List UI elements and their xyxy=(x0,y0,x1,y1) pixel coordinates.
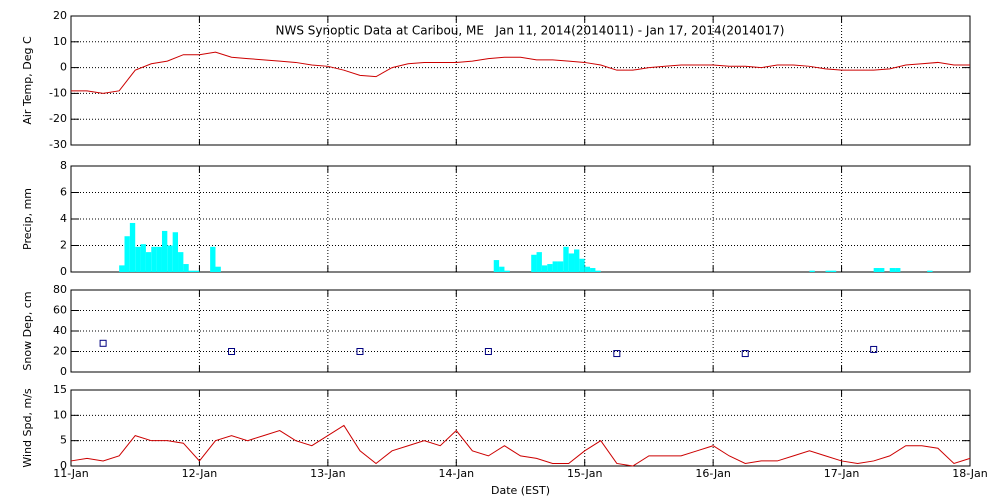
y-tick-label: 0 xyxy=(60,459,67,472)
bar xyxy=(830,270,837,272)
bar xyxy=(531,254,537,272)
point xyxy=(356,348,364,355)
bar xyxy=(563,246,569,272)
bar xyxy=(568,253,575,272)
bar xyxy=(210,246,216,272)
bar xyxy=(590,268,596,272)
plot-frame xyxy=(70,15,971,146)
bar xyxy=(552,261,558,272)
data-line xyxy=(71,51,970,94)
bar xyxy=(547,264,553,272)
bar xyxy=(536,252,542,272)
bar xyxy=(178,252,184,272)
plot-frame xyxy=(70,165,971,273)
y-tick-label: 20 xyxy=(53,345,67,358)
y-tick-label: 60 xyxy=(53,304,67,317)
point xyxy=(484,348,492,355)
y-tick-label: -20 xyxy=(49,112,67,125)
bar xyxy=(504,270,510,272)
data-line xyxy=(70,424,971,467)
bar xyxy=(927,270,933,272)
x-tick-label: 16-Jan xyxy=(695,467,731,480)
bar xyxy=(194,270,200,272)
y-tick-label: 20 xyxy=(53,9,67,22)
x-tick-label: 17-Jan xyxy=(824,467,860,480)
point xyxy=(99,339,107,347)
y-tick-label: 15 xyxy=(53,383,67,396)
y-axis-label: Precip, mm xyxy=(21,188,34,250)
y-tick-label: 0 xyxy=(60,365,67,378)
y-tick-label: 0 xyxy=(60,265,67,278)
x-tick-label: 18-Jan xyxy=(952,467,988,480)
bar xyxy=(873,268,880,272)
bar xyxy=(557,261,564,272)
y-tick-label: -30 xyxy=(49,138,67,151)
bar xyxy=(574,249,580,272)
y-axis-label: Wind Spd, m/s xyxy=(21,388,34,468)
y-tick-label: 6 xyxy=(60,186,67,199)
bar xyxy=(595,270,601,272)
plot-frame xyxy=(70,389,971,467)
point xyxy=(228,348,236,355)
y-tick-label: 4 xyxy=(60,212,67,225)
y-axis-label: Air Temp, Deg C xyxy=(21,36,34,125)
y-tick-label: 0 xyxy=(60,61,67,74)
y-axis-label: Snow Dep, cm xyxy=(21,291,34,370)
x-tick-label: 12-Jan xyxy=(182,467,218,480)
bar xyxy=(889,268,896,272)
x-tick-label: 13-Jan xyxy=(310,467,346,480)
chart-title: NWS Synoptic Data at Caribou, ME Jan 11,… xyxy=(276,24,785,38)
y-tick-label: 2 xyxy=(60,239,67,252)
bar xyxy=(183,264,189,272)
y-tick-label: 40 xyxy=(53,324,67,337)
bar xyxy=(579,258,585,272)
bar xyxy=(499,266,505,272)
bar xyxy=(161,230,168,272)
y-tick-label: 10 xyxy=(53,408,67,421)
bar xyxy=(145,252,152,272)
y-tick-label: 10 xyxy=(53,35,67,48)
bar xyxy=(188,270,195,272)
bar xyxy=(124,236,130,272)
bar xyxy=(584,266,591,272)
point xyxy=(741,350,749,358)
bar xyxy=(879,268,885,272)
x-axis-label: Date (EST) xyxy=(491,484,550,497)
x-tick-label: 11-Jan xyxy=(53,467,89,480)
bar xyxy=(156,246,162,272)
bar xyxy=(895,268,901,272)
bar xyxy=(825,270,831,272)
bar xyxy=(119,265,125,272)
bar xyxy=(140,244,146,272)
y-tick-label: 5 xyxy=(60,434,67,447)
bar xyxy=(809,270,815,272)
bar xyxy=(129,222,136,272)
point xyxy=(870,345,878,353)
bar xyxy=(215,266,221,272)
bar xyxy=(493,260,500,272)
bar xyxy=(167,245,173,272)
bar xyxy=(541,265,548,272)
y-tick-label: -10 xyxy=(49,86,67,99)
y-tick-label: 8 xyxy=(60,159,67,172)
y-tick-label: 80 xyxy=(53,283,67,296)
x-tick-label: 14-Jan xyxy=(439,467,475,480)
bar xyxy=(135,246,141,272)
point xyxy=(613,350,621,358)
bar xyxy=(151,246,157,272)
plot-frame xyxy=(70,289,971,373)
x-tick-label: 15-Jan xyxy=(567,467,603,480)
bar xyxy=(172,232,179,272)
